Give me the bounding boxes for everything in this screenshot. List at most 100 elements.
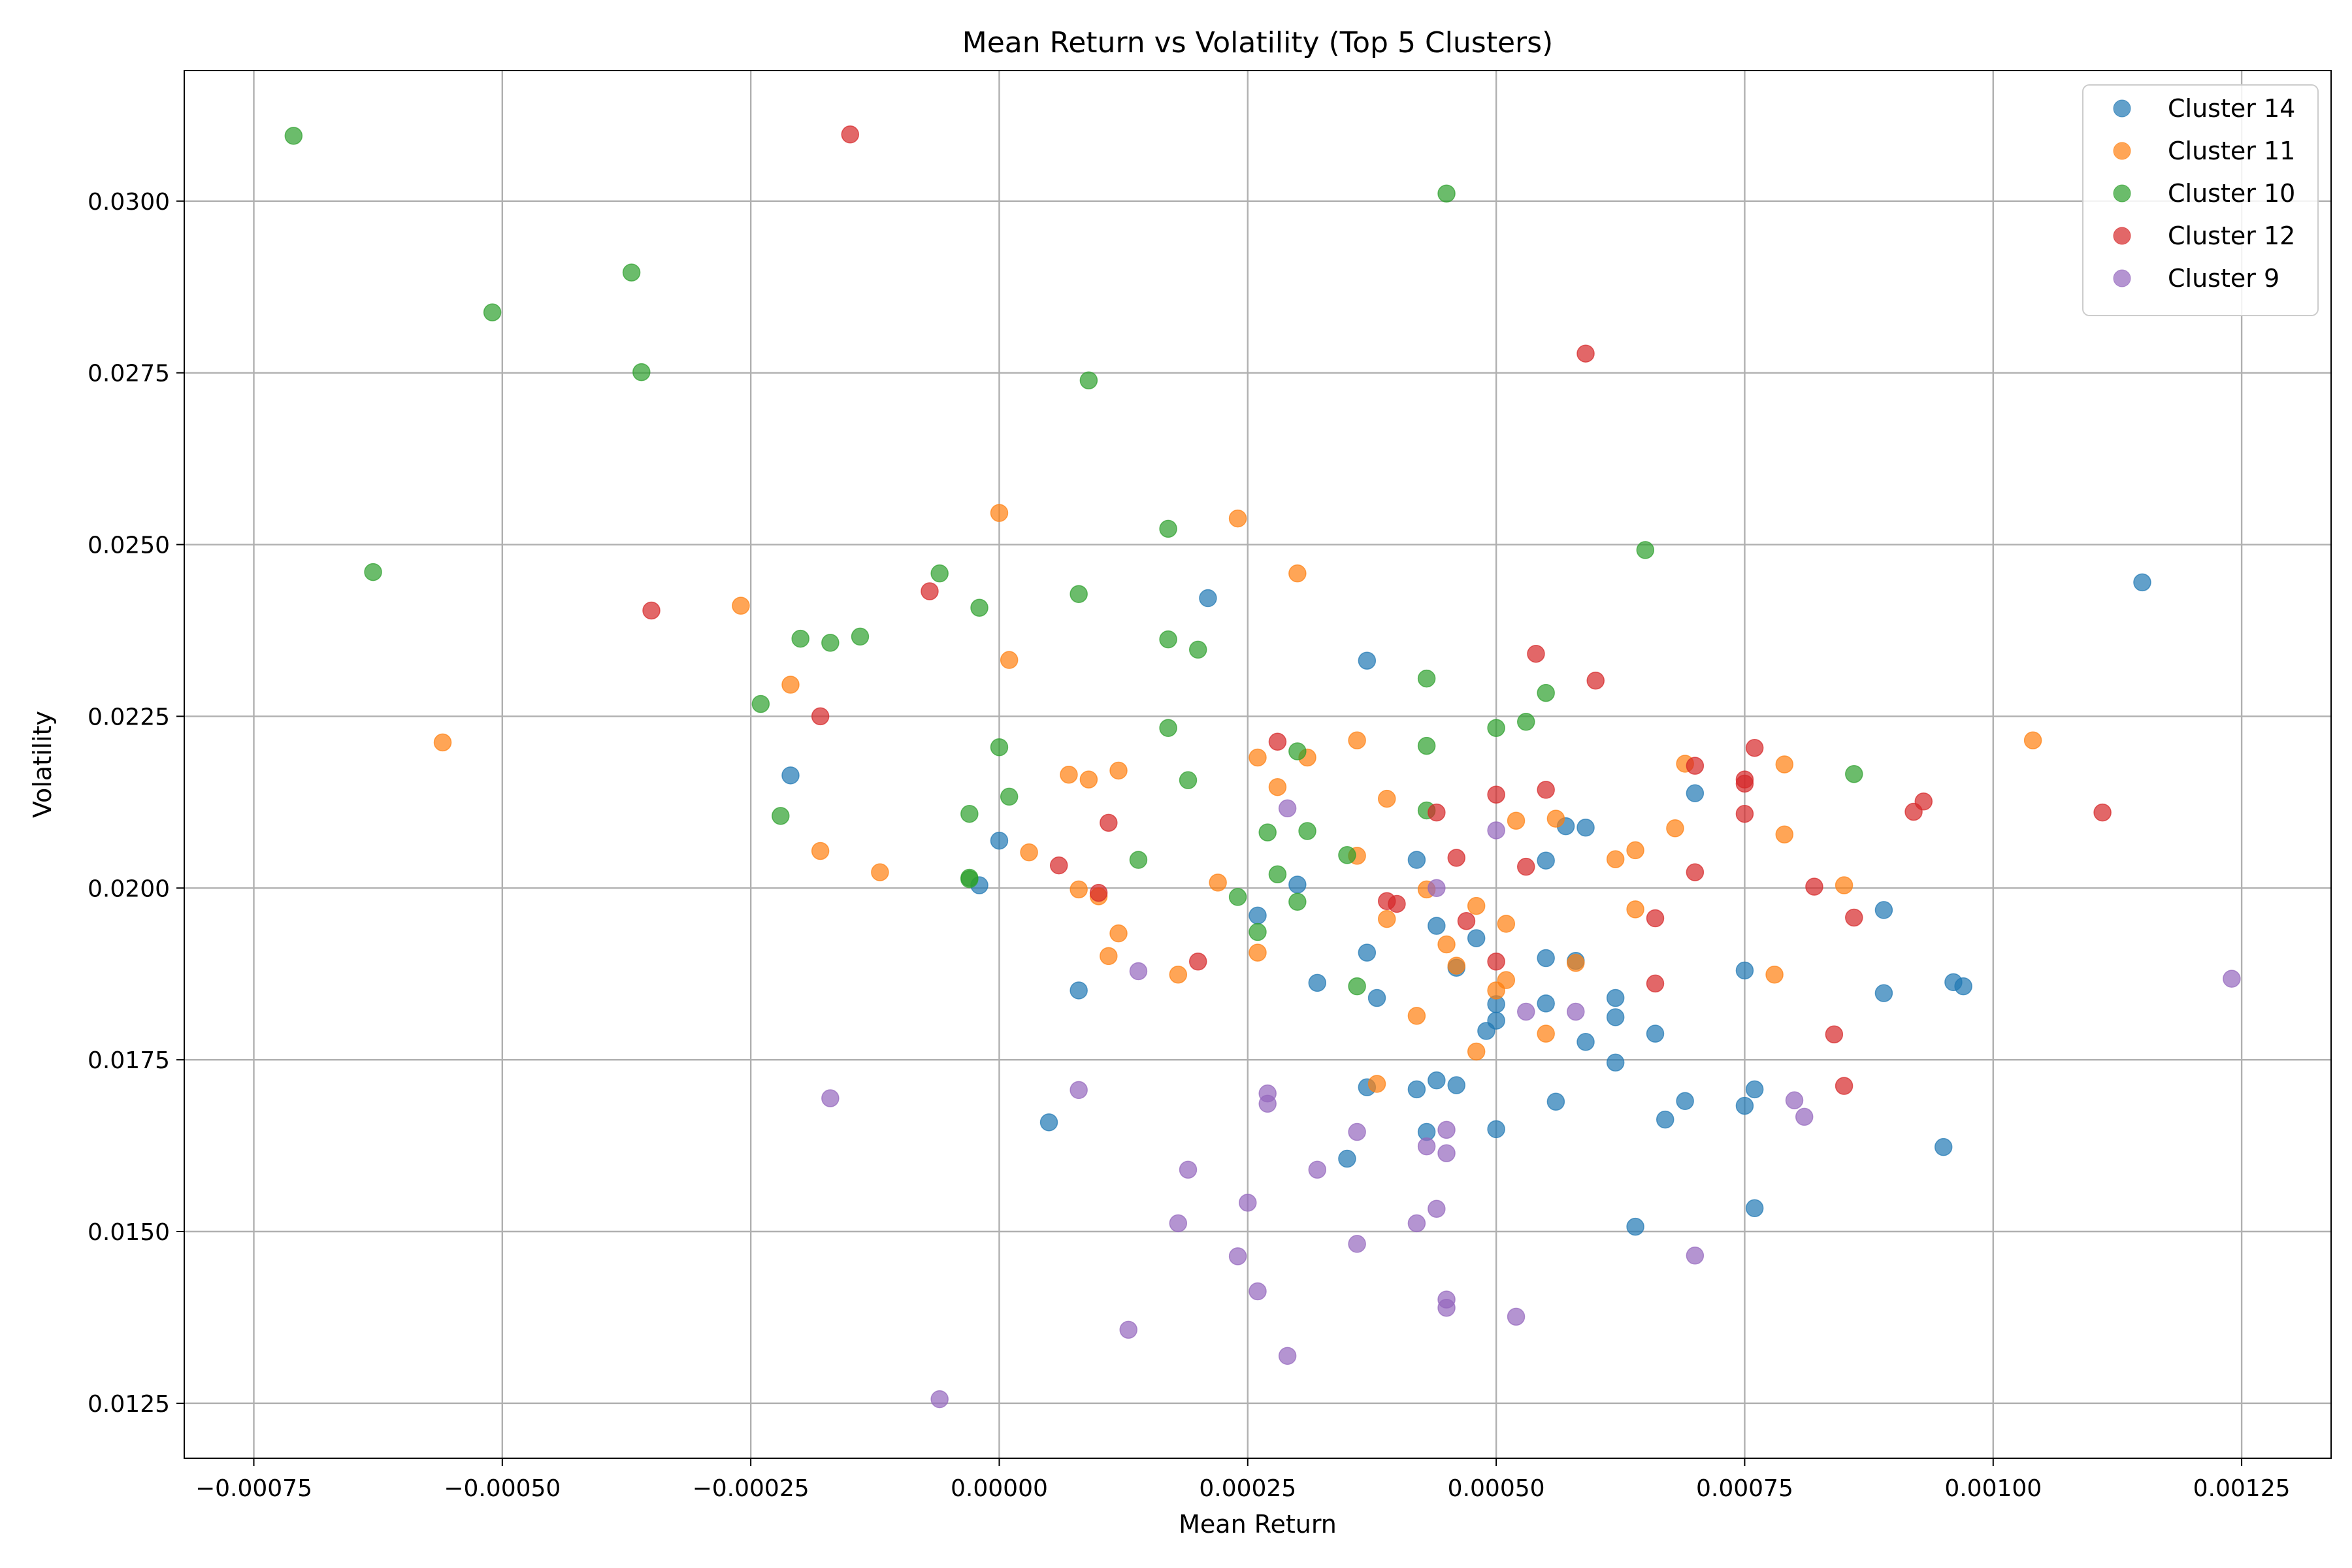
- data-point: [1070, 981, 1088, 1000]
- series-cluster-11: [433, 504, 2042, 1093]
- data-point: [1348, 1235, 1366, 1253]
- data-point: [1288, 875, 1307, 894]
- data-point: [1537, 851, 1555, 870]
- data-point: [1079, 371, 1098, 389]
- data-point: [1288, 892, 1307, 911]
- data-point: [1348, 1122, 1366, 1141]
- data-point: [811, 841, 830, 860]
- data-point: [1805, 877, 1823, 896]
- data-point: [1159, 719, 1177, 738]
- data-point: [1298, 822, 1316, 840]
- data-point: [1775, 755, 1794, 774]
- data-point: [1417, 669, 1436, 688]
- data-point: [622, 263, 641, 282]
- data-point: [990, 831, 1009, 850]
- data-point: [1437, 1298, 1456, 1317]
- data-point: [1825, 1025, 1844, 1043]
- data-point: [1686, 757, 1705, 775]
- data-point: [921, 582, 939, 600]
- data-point: [1537, 949, 1555, 968]
- data-point: [1576, 344, 1595, 363]
- data-point: [1487, 953, 1505, 971]
- data-point: [1348, 731, 1366, 749]
- data-point: [1249, 943, 1267, 962]
- data-point: [821, 1089, 840, 1107]
- data-point: [642, 601, 661, 620]
- data-point: [1378, 789, 1396, 808]
- data-point: [1249, 906, 1267, 925]
- data-point: [2133, 573, 2151, 592]
- data-point: [1407, 1080, 1426, 1099]
- data-point: [1676, 1092, 1694, 1110]
- legend-label: Cluster 11: [2168, 137, 2295, 165]
- legend-label: Cluster 9: [2168, 264, 2279, 293]
- data-point: [1795, 1107, 1814, 1126]
- data-point: [1606, 1053, 1625, 1072]
- data-point: [930, 1390, 949, 1409]
- data-point: [1338, 1149, 1356, 1168]
- y-tick-label: 0.0275: [88, 361, 170, 387]
- x-tick-label: 0.00075: [1696, 1475, 1793, 1502]
- data-point: [1258, 823, 1277, 841]
- data-point: [930, 564, 949, 583]
- data-point: [1954, 977, 1972, 996]
- data-point: [483, 303, 502, 321]
- x-tick-label: 0.00125: [2193, 1475, 2291, 1502]
- data-point: [1934, 1137, 1953, 1156]
- data-point: [1835, 876, 1854, 894]
- data-point: [1100, 947, 1118, 966]
- data-point: [1268, 777, 1287, 796]
- data-point: [1070, 1081, 1088, 1100]
- data-point: [1517, 713, 1535, 731]
- y-tick-label: 0.0175: [88, 1047, 170, 1074]
- data-point: [1735, 804, 1754, 823]
- data-point: [1169, 966, 1188, 984]
- data-point: [1258, 1094, 1277, 1113]
- data-point: [1407, 1007, 1426, 1025]
- data-point: [1735, 961, 1754, 980]
- data-point: [1487, 785, 1505, 804]
- data-point: [1487, 719, 1505, 738]
- data-point: [1835, 1077, 1854, 1095]
- data-point: [1089, 883, 1108, 902]
- data-point: [1457, 911, 1476, 930]
- data-point: [1169, 1214, 1188, 1233]
- data-point: [841, 125, 860, 144]
- y-axis-label: Volatility: [28, 711, 57, 818]
- data-point: [1437, 1144, 1456, 1162]
- data-point: [284, 127, 303, 145]
- legend-marker: [2113, 184, 2131, 203]
- data-point: [1417, 1137, 1436, 1156]
- data-point: [1845, 764, 1863, 783]
- x-axis-label: Mean Return: [1179, 1510, 1337, 1539]
- data-point: [1268, 865, 1287, 883]
- data-point: [1686, 784, 1705, 802]
- data-point: [1388, 894, 1406, 913]
- data-point: [1100, 813, 1118, 832]
- data-point: [851, 627, 870, 646]
- data-point: [1735, 1096, 1754, 1115]
- data-point: [1745, 1199, 1764, 1218]
- data-point: [960, 804, 979, 823]
- legend-marker: [2113, 142, 2131, 160]
- data-point: [772, 807, 790, 825]
- data-point: [1487, 981, 1505, 1000]
- data-point: [1288, 564, 1307, 583]
- data-point: [364, 563, 382, 581]
- data-point: [1626, 1217, 1644, 1236]
- data-point: [1070, 585, 1088, 603]
- data-point: [1000, 787, 1019, 806]
- data-point: [1874, 901, 1893, 919]
- data-point: [970, 598, 988, 617]
- data-point: [1437, 935, 1456, 954]
- legend-marker: [2113, 99, 2131, 118]
- y-tick-label: 0.0225: [88, 704, 170, 730]
- x-tick-label: 0.00025: [1199, 1475, 1296, 1502]
- data-point: [1527, 644, 1545, 663]
- x-tick-label: 0.00100: [1944, 1475, 2042, 1502]
- data-point: [1428, 1071, 1446, 1090]
- data-point: [1576, 818, 1595, 837]
- data-point: [1745, 739, 1764, 757]
- axis-ticks: −0.00075 −0.00050 −0.00025 0.00000 0.00025 0.…: [88, 189, 2290, 1502]
- data-points: [284, 125, 2241, 1409]
